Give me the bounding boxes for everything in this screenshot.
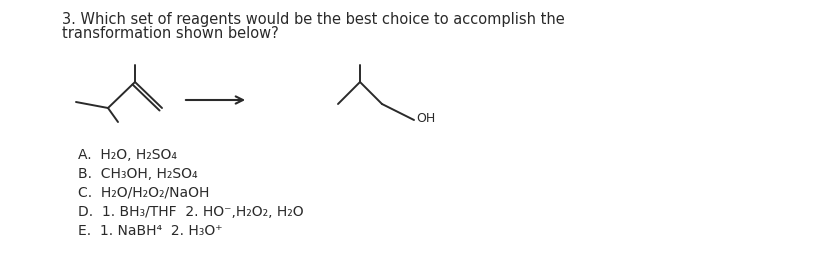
Text: 3. Which set of reagents would be the best choice to accomplish the: 3. Which set of reagents would be the be… [62,12,564,27]
Text: C.  H₂O/H₂O₂/NaOH: C. H₂O/H₂O₂/NaOH [78,186,209,200]
Text: OH: OH [415,112,435,125]
Text: transformation shown below?: transformation shown below? [62,26,279,41]
Text: A.  H₂O, H₂SO₄: A. H₂O, H₂SO₄ [78,148,177,162]
Text: D.  1. BH₃/THF  2. HO⁻,H₂O₂, H₂O: D. 1. BH₃/THF 2. HO⁻,H₂O₂, H₂O [78,205,304,219]
Text: B.  CH₃OH, H₂SO₄: B. CH₃OH, H₂SO₄ [78,167,198,181]
Text: E.  1. NaBH⁴  2. H₃O⁺: E. 1. NaBH⁴ 2. H₃O⁺ [78,224,222,238]
